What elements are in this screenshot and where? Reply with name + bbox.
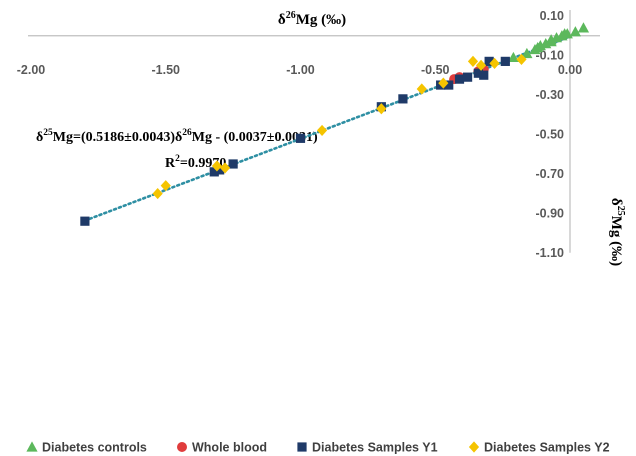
diabetes-controls-point bbox=[577, 22, 590, 33]
y-tick-label: 0.10 bbox=[540, 9, 564, 23]
x-tick-label: 0.00 bbox=[558, 63, 582, 77]
y-tick-label: -0.90 bbox=[536, 206, 565, 220]
diabetes-samples-y2-point bbox=[152, 187, 163, 200]
diabetes-controls-point bbox=[532, 41, 544, 53]
diabetes-controls-point bbox=[545, 36, 557, 47]
diabetes-controls-point bbox=[569, 26, 581, 37]
diabetes-samples-y2-point bbox=[160, 180, 171, 192]
y-tick-label: -1.10 bbox=[536, 246, 565, 260]
legend-marker-circle bbox=[177, 442, 187, 452]
diabetes-samples-y1-point bbox=[215, 165, 225, 175]
diabetes-samples-y2-point bbox=[211, 160, 223, 172]
legend-marker-diamond bbox=[468, 441, 480, 453]
y-tick-label: -0.50 bbox=[536, 127, 565, 141]
data-points bbox=[80, 22, 590, 226]
diabetes-samples-y1-point bbox=[473, 68, 483, 78]
diabetes-samples-y2-point bbox=[438, 77, 449, 89]
diabetes-samples-y2-point bbox=[316, 124, 328, 137]
diabetes-samples-y1-point bbox=[462, 72, 473, 82]
legend-marker-square bbox=[297, 442, 307, 452]
y-tick-label: -0.30 bbox=[536, 88, 565, 102]
legend-label: Diabetes Samples Y1 bbox=[312, 441, 438, 455]
regression-equation: δ25Mg=(0.5186±0.0043)δ26Mg - (0.0037±0.0… bbox=[36, 128, 318, 145]
legend-label: Diabetes controls bbox=[42, 441, 147, 455]
axes bbox=[28, 10, 600, 253]
diabetes-samples-y1-point bbox=[398, 94, 408, 104]
diabetes-controls-point bbox=[521, 47, 533, 59]
diabetes-samples-y2-point bbox=[219, 162, 231, 174]
diabetes-samples-y2-point bbox=[467, 55, 479, 67]
diabetes-samples-y2-point bbox=[376, 103, 387, 115]
diabetes-samples-y1-point bbox=[454, 74, 465, 84]
legend-marker-triangle bbox=[26, 441, 38, 452]
diabetes-samples-y1-point bbox=[500, 56, 510, 66]
diabetes-controls-point bbox=[507, 51, 520, 63]
diabetes-samples-y1-point bbox=[479, 70, 489, 80]
y-tick-label: -0.70 bbox=[536, 167, 565, 181]
legend: Diabetes controls Whole blood Diabetes Sam… bbox=[26, 441, 610, 455]
diabetes-samples-y1-point bbox=[209, 167, 219, 177]
x-tick-label: -1.00 bbox=[286, 63, 315, 77]
diabetes-samples-y1-point bbox=[228, 159, 238, 169]
x-tick-label: -2.00 bbox=[17, 63, 46, 77]
diabetes-samples-y1-point bbox=[80, 216, 90, 226]
x-tick-label: -1.50 bbox=[152, 63, 181, 77]
diabetes-samples-y1-point bbox=[484, 56, 494, 66]
x-axis-title: δ26Mg (‰) bbox=[278, 10, 346, 28]
y-axis-title: δ25Mg (‰) bbox=[608, 198, 626, 266]
diabetes-samples-y2-point bbox=[516, 53, 527, 66]
legend-label: Whole blood bbox=[192, 441, 267, 455]
diabetes-samples-y2-point bbox=[475, 59, 487, 71]
diabetes-samples-y1-point bbox=[295, 133, 306, 143]
diabetes-samples-y1-point bbox=[444, 80, 454, 90]
diabetes-samples-y2-point bbox=[416, 83, 427, 95]
legend-label: Diabetes Samples Y2 bbox=[484, 441, 610, 455]
x-tick-label: -0.50 bbox=[421, 63, 450, 77]
diabetes-controls-point bbox=[561, 28, 573, 39]
x-tick-labels: -2.00 -1.50 -1.00 -0.50 0.00 bbox=[17, 63, 582, 77]
diabetes-samples-y2-point bbox=[489, 57, 500, 69]
